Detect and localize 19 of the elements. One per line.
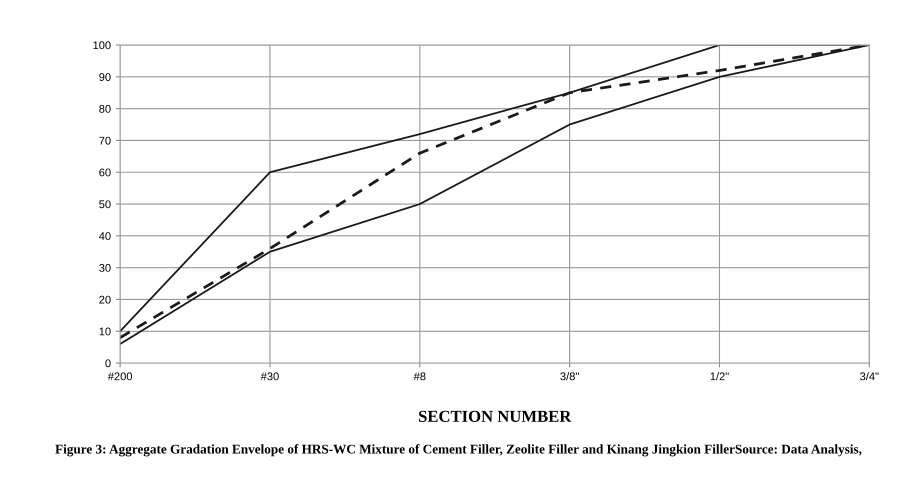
y-tick-label: 20 (99, 296, 111, 304)
x-tick-label: 3/8" (560, 372, 579, 380)
x-tick-label: #200 (108, 372, 132, 380)
y-tick-label: 0 (105, 359, 111, 368)
x-tick-label: #8 (414, 372, 426, 380)
y-tick-label: 90 (99, 73, 111, 81)
x-tick-label: 3/4" (860, 372, 879, 380)
caption: Figure 3: Aggregate Gradation Envelope of HRS-WC Mixture of Cement Filler, Zeolite Filler and Kinang Jingkion FillerSource: Data Analysis, (55, 444, 862, 456)
y-tick-label: 60 (99, 168, 111, 176)
x-tick-label: #30 (260, 372, 279, 380)
y-tick-label: 40 (98, 232, 111, 240)
y-tick-label: 80 (99, 104, 111, 113)
x-tick-label: 1/2" (710, 372, 729, 380)
y-tick-label: 10 (100, 328, 111, 336)
y-tick-label: 50 (99, 200, 111, 208)
y-tick-label: 70 (99, 136, 111, 145)
x-axis-title: SECTION NUMBER (418, 410, 572, 422)
y-tick-label: 30 (99, 264, 111, 272)
y-tick-label: 100 (93, 41, 111, 50)
